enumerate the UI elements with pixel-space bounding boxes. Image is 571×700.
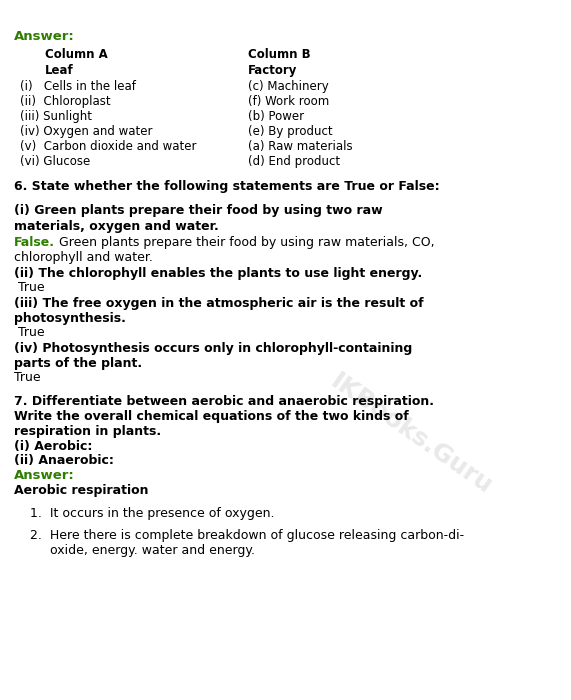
Text: True: True (14, 371, 41, 384)
Text: (vi) Glucose: (vi) Glucose (20, 155, 90, 168)
Text: (c) Machinery: (c) Machinery (248, 80, 329, 93)
Text: respiration in plants.: respiration in plants. (14, 425, 161, 438)
Text: Column A: Column A (45, 48, 108, 61)
Text: (a) Raw materials: (a) Raw materials (248, 140, 353, 153)
Text: False.: False. (14, 236, 55, 249)
Text: materials, oxygen and water.: materials, oxygen and water. (14, 220, 219, 233)
Text: chlorophyll and water.: chlorophyll and water. (14, 251, 153, 264)
Text: (iii) Sunlight: (iii) Sunlight (20, 110, 92, 123)
Text: (e) By product: (e) By product (248, 125, 333, 138)
Text: Green plants prepare their food by using raw materials, CO,: Green plants prepare their food by using… (55, 236, 435, 249)
Text: 7. Differentiate between aerobic and anaerobic respiration.: 7. Differentiate between aerobic and ana… (14, 395, 434, 408)
Text: Leaf: Leaf (45, 64, 74, 77)
Text: (ii) The chlorophyll enables the plants to use light energy.: (ii) The chlorophyll enables the plants … (14, 267, 422, 280)
Text: Factory: Factory (248, 64, 297, 77)
Text: photosynthesis.: photosynthesis. (14, 312, 126, 325)
Text: (b) Power: (b) Power (248, 110, 304, 123)
Text: True: True (14, 326, 45, 339)
Text: Answer:: Answer: (14, 469, 75, 482)
Text: (iii) The free oxygen in the atmospheric air is the result of: (iii) The free oxygen in the atmospheric… (14, 297, 424, 310)
Text: (ii) Anaerobic:: (ii) Anaerobic: (14, 454, 114, 467)
Text: (iv) Photosynthesis occurs only in chlorophyll-containing: (iv) Photosynthesis occurs only in chlor… (14, 342, 412, 355)
Text: Write the overall chemical equations of the two kinds of: Write the overall chemical equations of … (14, 410, 409, 423)
Text: Aerobic respiration: Aerobic respiration (14, 484, 148, 497)
Text: (i) Green plants prepare their food by using two raw: (i) Green plants prepare their food by u… (14, 204, 383, 217)
Text: 1.  It occurs in the presence of oxygen.: 1. It occurs in the presence of oxygen. (30, 507, 275, 520)
Text: (i)   Cells in the leaf: (i) Cells in the leaf (20, 80, 136, 93)
Text: IKBooks.Guru: IKBooks.Guru (325, 369, 497, 499)
Text: oxide, energy. water and energy.: oxide, energy. water and energy. (30, 544, 255, 557)
Text: parts of the plant.: parts of the plant. (14, 357, 142, 370)
Text: (iv) Oxygen and water: (iv) Oxygen and water (20, 125, 152, 138)
Text: (v)  Carbon dioxide and water: (v) Carbon dioxide and water (20, 140, 196, 153)
Text: Column B: Column B (248, 48, 311, 61)
Text: True: True (14, 281, 45, 294)
Text: Answer:: Answer: (14, 30, 75, 43)
Text: (ii)  Chloroplast: (ii) Chloroplast (20, 95, 111, 108)
Text: (d) End product: (d) End product (248, 155, 340, 168)
Text: 2.  Here there is complete breakdown of glucose releasing carbon-di-: 2. Here there is complete breakdown of g… (30, 529, 464, 542)
Text: (i) Aerobic:: (i) Aerobic: (14, 440, 93, 453)
Text: (f) Work room: (f) Work room (248, 95, 329, 108)
Text: 6. State whether the following statements are True or False:: 6. State whether the following statement… (14, 180, 440, 193)
